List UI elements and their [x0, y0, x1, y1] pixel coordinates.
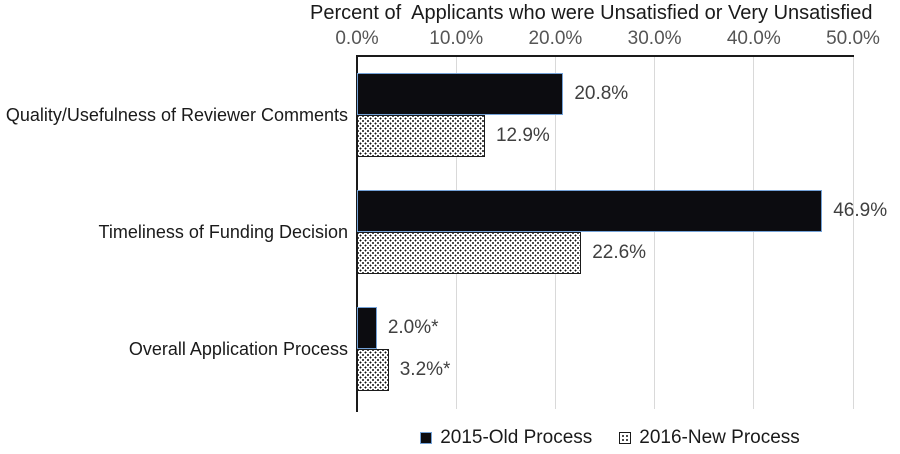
x-tick-label: 30.0% [627, 28, 682, 49]
bar-2016 [357, 115, 485, 158]
bar-value-label: 22.6% [592, 242, 647, 263]
gridline [753, 57, 755, 409]
x-tick-label: 50.0% [826, 28, 880, 49]
legend-entry-2015: 2015-Old Process [420, 427, 592, 449]
bar-value-label: 20.8% [574, 83, 629, 105]
bar-value-label: 2.0%* [387, 316, 439, 338]
bar-2016 [357, 232, 582, 274]
bar-2015 [357, 190, 823, 232]
category-label: Timeliness of Funding Decision [98, 222, 348, 242]
legend: 2015-Old Process 2016-New Process [362, 427, 858, 449]
bar-value-label: 12.9% [495, 125, 550, 147]
chart-title: Percent of Applicants who were Unsatisfi… [310, 2, 873, 24]
x-tick-label: 0.0% [335, 28, 379, 49]
x-tick-label: 10.0% [429, 28, 484, 49]
legend-label-2016: 2016-New Process [639, 427, 800, 448]
bar-2015 [357, 306, 377, 349]
legend-swatch-2016-dotted-icon [619, 432, 632, 444]
bar-value-label: 46.9% [833, 200, 888, 221]
category-label: Overall Application Process [128, 338, 348, 359]
bar-2015 [357, 73, 564, 116]
legend-entry-2016: 2016-New Process [619, 427, 800, 449]
legend-swatch-2015-solid-icon [420, 432, 433, 444]
category-label: Quality/Usefulness of Reviewer Comments [5, 105, 348, 126]
bar-2016 [357, 348, 389, 391]
plot-top-border [356, 55, 854, 57]
x-tick-label: 40.0% [726, 28, 781, 49]
bar-value-label: 3.2%* [399, 358, 451, 380]
legend-label-2015: 2015-Old Process [440, 427, 593, 448]
x-tick-label: 20.0% [528, 28, 583, 49]
gridline [654, 57, 656, 409]
gridline [852, 57, 854, 409]
